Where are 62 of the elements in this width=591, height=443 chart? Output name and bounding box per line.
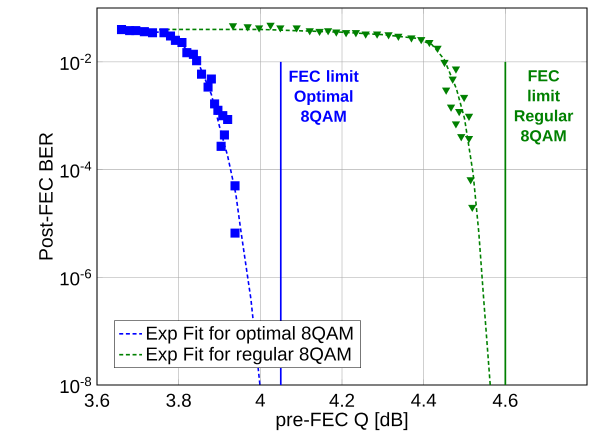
ref-line-label: FEC limit Optimal 8QAM xyxy=(290,70,359,125)
point xyxy=(276,25,284,32)
point xyxy=(425,40,434,47)
point xyxy=(442,88,450,95)
point xyxy=(229,23,237,30)
y-tick-label: 10$^{-6}$ xyxy=(60,269,92,286)
point xyxy=(452,66,460,74)
point xyxy=(324,28,332,36)
point xyxy=(230,181,240,190)
point xyxy=(457,134,466,142)
point xyxy=(417,37,426,44)
point xyxy=(230,228,240,238)
point xyxy=(460,94,468,102)
point xyxy=(177,38,186,48)
point xyxy=(455,109,464,116)
x-tick-label: 4.6 xyxy=(492,394,518,407)
y-tick-label: 10$^{-4}$ xyxy=(60,162,92,178)
point xyxy=(448,76,457,84)
x-tick-label: 3.8 xyxy=(166,394,191,407)
point xyxy=(434,46,442,53)
point xyxy=(316,28,324,36)
point xyxy=(292,25,301,32)
point xyxy=(452,121,460,128)
point xyxy=(220,130,229,140)
point xyxy=(140,27,149,36)
point xyxy=(244,24,252,32)
ref-line-label: FEC limit Regular 8QAM xyxy=(514,70,574,144)
point xyxy=(466,177,475,184)
point xyxy=(192,56,202,66)
point xyxy=(384,32,393,40)
x-axis-title: pre-FEC Q [dB] xyxy=(276,412,408,430)
point xyxy=(332,29,340,36)
point xyxy=(362,32,370,38)
point xyxy=(447,104,455,112)
point xyxy=(148,28,158,38)
point xyxy=(197,70,206,79)
x-tick-label: 4 xyxy=(256,394,265,407)
point xyxy=(266,22,275,30)
point xyxy=(255,25,264,32)
x-tick-label: 4.4 xyxy=(411,394,436,407)
x-tick-label: 3.6 xyxy=(84,394,110,407)
point xyxy=(206,74,216,84)
point xyxy=(468,204,476,212)
point xyxy=(352,30,360,38)
point xyxy=(407,35,416,42)
point xyxy=(373,32,382,38)
legend-label: Exp Fit for regular 8QAM xyxy=(146,346,350,364)
point xyxy=(131,26,140,36)
y-tick-label: 10$^{-2}$ xyxy=(60,54,91,70)
legend-label: Exp Fit for optimal 8QAM xyxy=(146,326,352,344)
point xyxy=(394,34,402,41)
point xyxy=(465,136,473,143)
point xyxy=(465,114,473,121)
point xyxy=(216,142,226,151)
point xyxy=(440,60,448,67)
point xyxy=(306,28,314,36)
point xyxy=(223,114,232,124)
y-axis-title: Post-FEC BER xyxy=(39,132,53,260)
x-tick-label: 4.2 xyxy=(329,394,354,407)
y-tick-label: 10$^{-8}$ xyxy=(60,376,92,394)
point xyxy=(204,82,213,92)
point xyxy=(342,30,350,38)
